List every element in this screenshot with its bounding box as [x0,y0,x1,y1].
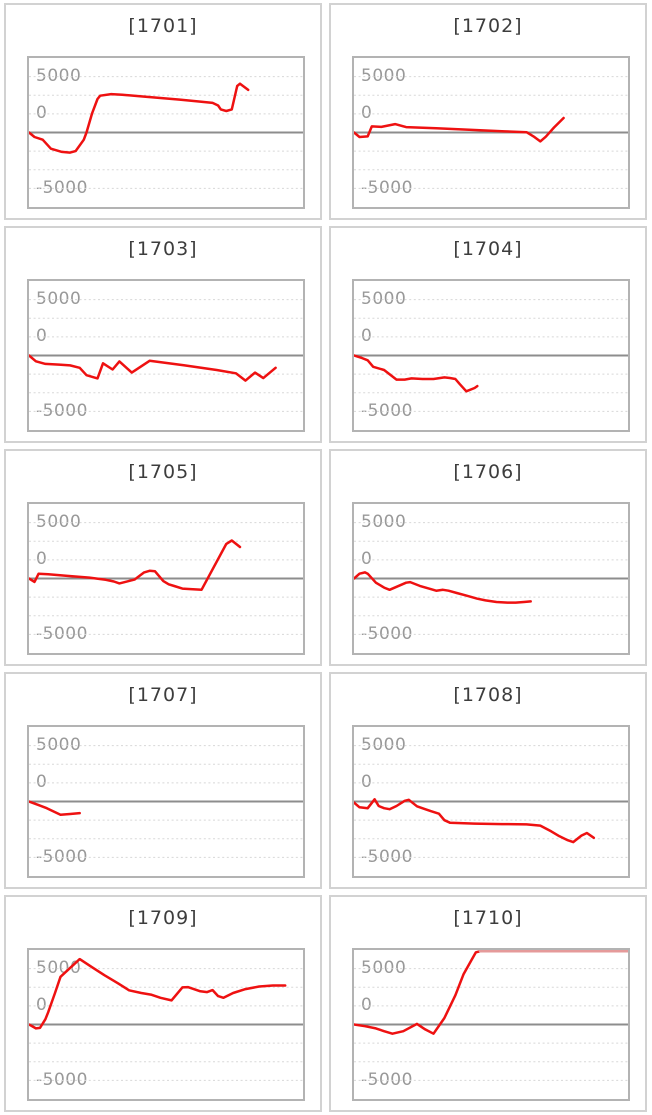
series-line-balance [29,354,277,382]
series-line-balance [354,354,479,393]
chart-canvas [354,950,628,1081]
y-tick-label-0: 0 [361,772,373,792]
plot-area: 5000 0 -5000 [27,502,305,655]
series-line-balance [29,957,287,1030]
chart-canvas [354,522,628,635]
plot-area: 5000 0 -5000 [27,279,305,432]
y-tick-label-5000: 5000 [361,66,407,86]
chart-panel: [1705] 5000 0 -5000 [4,449,322,666]
y-tick-label-5000: 5000 [361,735,407,755]
chart-title: [1701] [128,15,198,37]
plot-area: 5000 0 -5000 [27,56,305,209]
y-tick-label-0: 0 [36,772,48,792]
series-line-balance [29,539,242,591]
series-line-balance [354,571,532,604]
plot-area: 5000 0 -5000 [352,279,630,432]
y-tick-label-5000: 5000 [36,512,82,532]
plot-area: 5000 0 -5000 [352,948,630,1101]
y-tick-label-0: 0 [361,995,373,1015]
y-tick-label-5000: 5000 [361,289,407,309]
y-tick-label-5000: 5000 [36,289,82,309]
series-line-balance [29,82,250,154]
y-tick-label-0: 0 [361,103,373,123]
y-tick-label-5000: 5000 [36,958,82,978]
y-tick-label-5000: 5000 [36,735,82,755]
plot-area: 5000 0 -5000 [352,502,630,655]
chart-canvas [29,745,303,858]
y-tick-label-0: 0 [36,103,48,123]
y-tick-label-0: 0 [361,549,373,569]
chart-canvas [354,299,628,412]
chart-canvas [29,957,303,1081]
chart-panel: [1704] 5000 0 -5000 [329,226,647,443]
y-tick-label-0: 0 [36,549,48,569]
chart-canvas [29,76,303,189]
series-line-balance [354,798,596,844]
series-line-balance [354,116,565,143]
chart-panel: [1701] 5000 0 -5000 [4,3,322,220]
chart-panel: [1707] 5000 0 -5000 [4,672,322,889]
y-tick-label-5000: 5000 [361,958,407,978]
y-tick-label-5000: 5000 [361,512,407,532]
chart-panel: [1703] 5000 0 -5000 [4,226,322,443]
chart-title: [1710] [453,907,523,929]
plot-area: 5000 0 -5000 [27,725,305,878]
chart-canvas [29,522,303,635]
y-tick-label-0: 0 [36,326,48,346]
chart-panel: [1710] 5000 0 -5000 [329,895,647,1112]
chart-title: [1709] [128,907,198,929]
plot-area: 5000 0 -5000 [352,56,630,209]
chart-panel: [1706] 5000 0 -5000 [329,449,647,666]
chart-title: [1705] [128,461,198,483]
series-line-balance [29,800,81,816]
chart-title: [1706] [453,461,523,483]
chart-canvas [29,299,303,412]
chart-title: [1704] [453,238,523,260]
chart-canvas [354,76,628,189]
chart-canvas [354,745,628,858]
chart-panel: [1702] 5000 0 -5000 [329,3,647,220]
plot-area: 5000 0 -5000 [352,725,630,878]
chart-title: [1707] [128,684,198,706]
plot-area: 5000 0 -5000 [27,948,305,1101]
chart-panel: [1709] 5000 0 -5000 [4,895,322,1112]
chart-title: [1702] [453,15,523,37]
y-tick-label-0: 0 [361,326,373,346]
y-tick-label-5000: 5000 [36,66,82,86]
series-line-balance [354,950,482,1035]
y-tick-label-0: 0 [36,995,48,1015]
chart-title: [1708] [453,684,523,706]
chart-panel: [1708] 5000 0 -5000 [329,672,647,889]
chart-title: [1703] [128,238,198,260]
